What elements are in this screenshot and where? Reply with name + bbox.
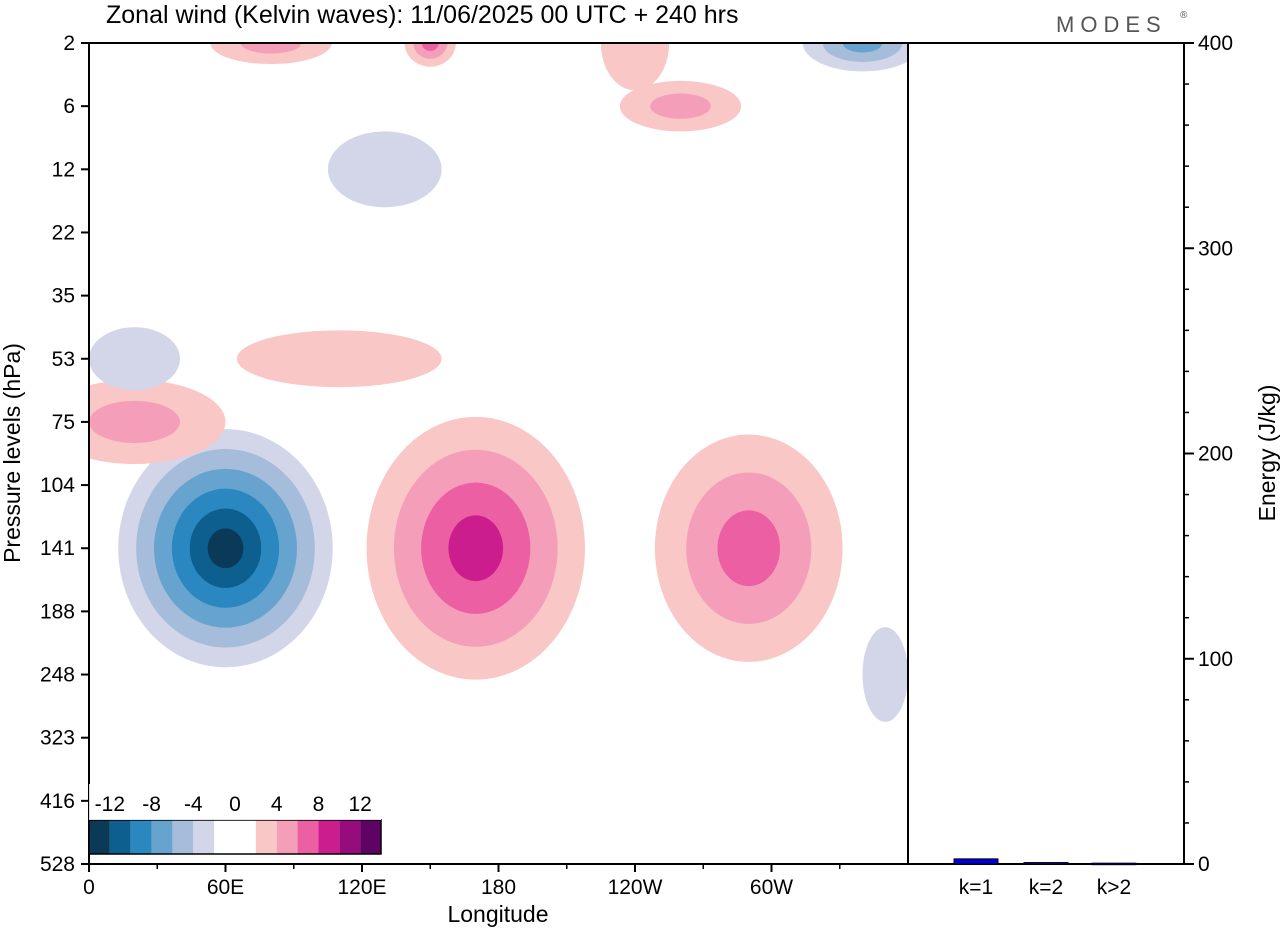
contour-band-12-3: [421, 43, 439, 51]
x-tick-label: 0: [83, 876, 95, 899]
colorbar-swatch: [89, 820, 110, 854]
colorbar-swatch: [318, 820, 340, 854]
x-axis-label: Longitude: [447, 901, 548, 927]
contour-band-8-1: [327, 131, 442, 208]
colorbar-label: -4: [184, 793, 203, 816]
energy-axis-label: Energy (J/kg): [1254, 385, 1280, 522]
energy-tick-label: 300: [1198, 237, 1233, 260]
contour-band-6-0: [362, 251, 681, 340]
colorbar-swatch: [235, 820, 256, 854]
contour-band-10-2: [650, 93, 711, 119]
y-tick-label: 75: [52, 411, 75, 434]
energy-category-label: k=1: [959, 876, 993, 899]
energy-tick-label: 400: [1198, 32, 1233, 55]
x-tick-label: 60E: [207, 876, 244, 899]
y-tick-label: 188: [40, 600, 75, 623]
x-axis-ticks: 0 60E 120E 180 120W 60W: [83, 864, 841, 899]
colorbar-swatch: [255, 820, 277, 854]
contour-band-11-3: [842, 43, 883, 53]
colorbar-swatch: [360, 820, 381, 854]
energy-category-label: k=2: [1029, 876, 1063, 899]
y-tick-label: 323: [40, 727, 75, 750]
x-tick-label: 60W: [750, 876, 793, 899]
y-tick-label: 248: [40, 664, 75, 687]
energy-bar-kgt2: [1091, 862, 1137, 866]
y-tick-label: 12: [52, 158, 75, 181]
chart-title: Zonal wind (Kelvin waves): 11/06/2025 00…: [106, 1, 739, 29]
contour-band-9-1: [89, 327, 180, 391]
x-tick-label: 120W: [608, 876, 663, 899]
y-tick-label: 104: [40, 474, 75, 497]
y-tick-label: 416: [40, 790, 75, 813]
contour-band-1-4: [448, 515, 504, 582]
y-axis-label: Pressure levels (hPa): [0, 343, 25, 563]
x-tick-label: 180: [481, 876, 516, 899]
contour-band-7-0: [589, 131, 908, 334]
energy-bar-k2: [1023, 862, 1069, 865]
energy-tick-label: 0: [1198, 853, 1210, 876]
contour-band-15-1: [862, 627, 908, 722]
colorbar-swatch: [130, 820, 152, 854]
colorbar-swatch: [172, 820, 194, 854]
y-tick-label: 2: [63, 32, 75, 55]
colorbar-label: 8: [313, 793, 325, 816]
contour-band-4-2: [89, 400, 180, 443]
colorbar-label: 0: [229, 793, 241, 816]
x-tick-label: 120E: [337, 876, 386, 899]
y-tick-label: 22: [52, 221, 75, 244]
colorbar-swatch: [276, 820, 298, 854]
y-tick-label: 528: [40, 853, 75, 876]
colorbar-swatch: [109, 820, 131, 854]
colorbar-label: 12: [348, 793, 371, 816]
y-tick-label: 6: [63, 95, 75, 118]
contour-band-5-1: [236, 330, 442, 388]
colorbar-label: 4: [271, 793, 283, 816]
bar-chart-frame: [907, 42, 1185, 865]
contour-band-17-0: [578, 624, 715, 852]
colorbar-swatch: [214, 820, 235, 854]
contour-band-3-1: [600, 43, 670, 91]
colorbar: -12 -8 -4 0 4 8 12: [88, 784, 382, 855]
colorbar-swatch: [193, 820, 215, 854]
brand-logo-text: MODES: [1056, 12, 1167, 37]
contour-band-2-3: [717, 510, 781, 587]
colorbar-label-background: [89, 784, 381, 820]
energy-tick-label: 200: [1198, 443, 1233, 466]
energy-bars: k=1 k=2 k>2: [953, 858, 1137, 899]
heatmap-plot: [89, 43, 908, 852]
energy-axis-ticks: 0 100 200 300 400: [1184, 32, 1233, 876]
colorbar-label: -12: [95, 793, 125, 816]
colorbar-label: -8: [142, 793, 161, 816]
colorbar-swatch: [339, 820, 361, 854]
y-axis-ticks: 2 6 12 22 35 53 75 104 141 188 248 323 416 528: [40, 32, 89, 876]
y-tick-label: 141: [40, 537, 75, 560]
contour-band-13-2: [240, 43, 302, 54]
colorbar-swatch: [151, 820, 173, 854]
y-tick-label: 35: [52, 285, 75, 308]
brand-registered-mark: ®: [1180, 10, 1188, 21]
y-tick-label: 53: [52, 348, 75, 371]
colorbar-swatch: [297, 820, 319, 854]
contour-band-18-0: [846, 756, 902, 846]
contour-band-0-6: [207, 528, 244, 569]
energy-bar-k1: [953, 858, 999, 865]
energy-category-label: k>2: [1097, 876, 1131, 899]
energy-tick-label: 100: [1198, 648, 1233, 671]
contour-band-14-0: [89, 118, 237, 220]
